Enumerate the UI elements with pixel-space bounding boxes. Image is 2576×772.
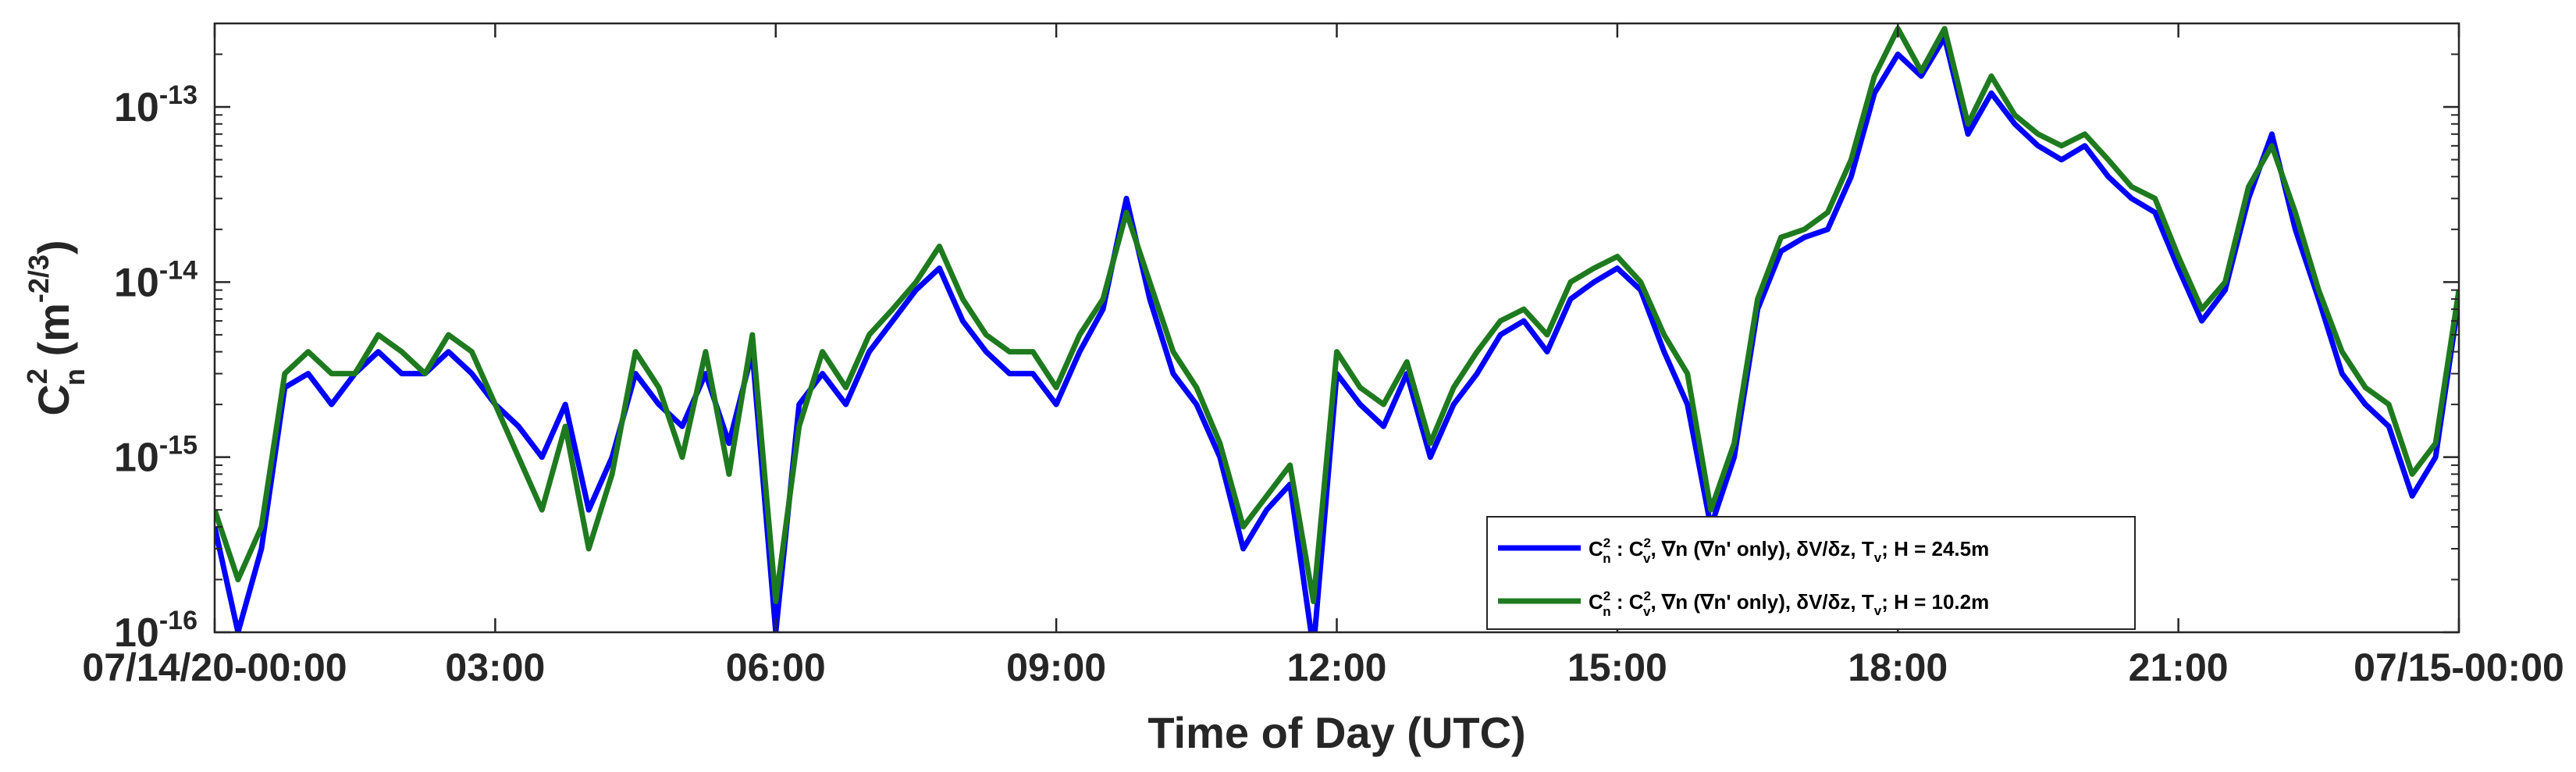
- y-tick-label: 10-16: [114, 606, 197, 656]
- legend-box: [1486, 516, 2136, 630]
- x-tick-label: 07/15-00:00: [2354, 646, 2564, 689]
- x-tick-label: 12:00: [1287, 646, 1387, 689]
- x-tick-label: 09:00: [1006, 646, 1106, 689]
- x-axis-label: Time of Day (UTC): [1147, 708, 1525, 757]
- axes: 07/14/20-00:00 03:00 06:00 09:00 12:00 15:00 1…: [21, 22, 2564, 757]
- x-tick-label: 18:00: [1848, 646, 1948, 689]
- y-tick-label: 10-15: [114, 431, 197, 481]
- legend-label-1: C2 n : C2 v, ∇n (∇n' only), δV/δz, Tv; H =…: [1589, 535, 1989, 566]
- y-tick-label: 10-13: [114, 80, 197, 130]
- x-tick-label: 07/14/20-00:00: [82, 646, 347, 689]
- x-tick-label: 06:00: [726, 646, 826, 689]
- y-axis-label-text: C2 n (m-2/3): [21, 240, 91, 415]
- y-tick-label: 10-14: [114, 255, 197, 305]
- plot-area: [215, 26, 2459, 632]
- legend: C2 n : C2 v, ∇n (∇n' only), δV/δz, Tv; H =…: [1486, 516, 2136, 630]
- x-tick-label: 21:00: [2129, 646, 2229, 689]
- series-group: [215, 26, 2459, 632]
- legend-label-2: C2 n : C2 v, ∇n (∇n' only), δV/δz, Tv; H =…: [1589, 589, 1989, 619]
- x-tick-label: 03:00: [445, 646, 545, 689]
- series-line-2: [215, 26, 2459, 604]
- x-tick-label: 15:00: [1567, 646, 1667, 689]
- y-axis-label: C2 n (m-2/3): [21, 240, 91, 415]
